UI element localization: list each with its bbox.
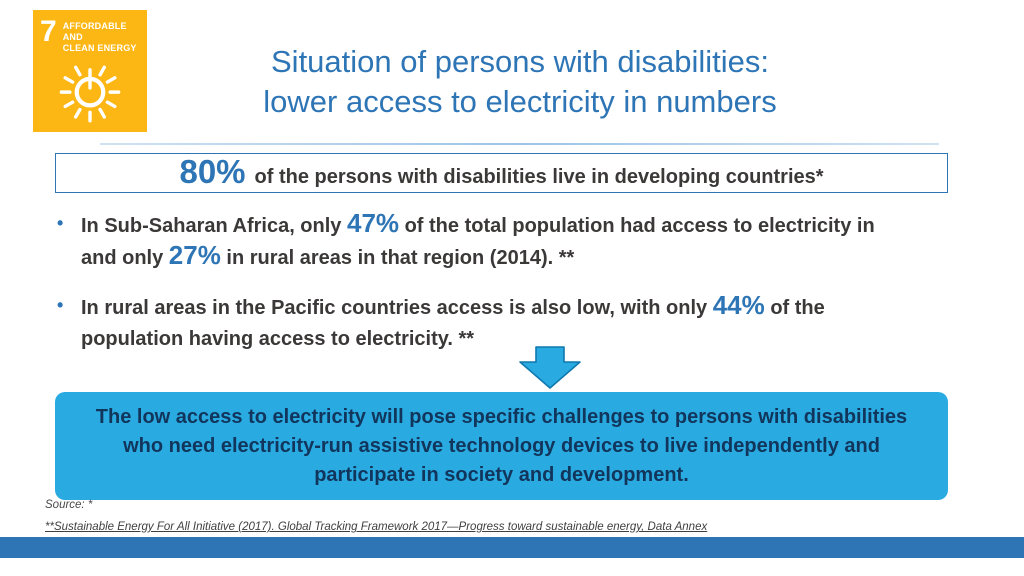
sdg7-badge: 7 AFFORDABLE AND CLEAN ENERGY xyxy=(33,10,147,132)
bullet-list: In Sub-Saharan Africa, only 47% of the t… xyxy=(55,210,885,373)
sdg-goal-label-line1: AFFORDABLE AND xyxy=(62,21,127,42)
slide-title-line2: lower access to electricity in numbers xyxy=(263,84,777,120)
bullet-text: of the total population had access to el… xyxy=(81,215,875,269)
bullet-text: In Sub-Saharan Africa, only xyxy=(81,215,347,237)
bullet-text: in rural areas in that region (2014). ** xyxy=(220,247,575,269)
sdg-goal-number: 7 xyxy=(40,15,57,48)
bullet-text: of the population having access to elect… xyxy=(81,297,825,350)
callout-box: The low access to electricity will pose … xyxy=(55,392,948,500)
stat-percentage: 27% xyxy=(168,240,221,270)
stat-percentage: 44% xyxy=(712,290,765,320)
title-divider xyxy=(100,143,939,145)
sdg7-header: 7 AFFORDABLE AND CLEAN ENERGY xyxy=(40,15,140,53)
source-note-1: Source: * xyxy=(45,499,93,511)
source-note-2: **Sustainable Energy For All Initiative … xyxy=(45,521,708,533)
bullet-text: In rural areas in the Pacific countries … xyxy=(81,297,713,319)
callout-text: The low access to electricity will pose … xyxy=(95,405,908,486)
stat-percentage: 80% xyxy=(179,153,246,190)
sdg-goal-label-line2: CLEAN ENERGY xyxy=(62,42,137,53)
sun-energy-icon xyxy=(59,65,121,123)
footer: Source: * **Sustainable Energy For All I… xyxy=(45,499,984,533)
bullet-item-sub-saharan-africa: In Sub-Saharan Africa, only 47% of the t… xyxy=(55,210,885,274)
stat-percentage: 47% xyxy=(346,208,400,238)
down-arrow-icon xyxy=(519,346,581,389)
slide-title-line1: Situation of persons with disabilities: xyxy=(271,44,769,79)
stat-description: of the persons with disabilities live in… xyxy=(254,166,824,188)
bullet-item-pacific-countries: In rural areas in the Pacific countries … xyxy=(55,292,885,355)
stat-box: 80% of the persons with disabilities liv… xyxy=(55,153,948,193)
slide-title: Situation of persons with disabilities: … xyxy=(160,42,880,123)
bottom-accent-bar xyxy=(0,537,1024,558)
sdg-goal-label: AFFORDABLE AND CLEAN ENERGY xyxy=(63,21,140,53)
